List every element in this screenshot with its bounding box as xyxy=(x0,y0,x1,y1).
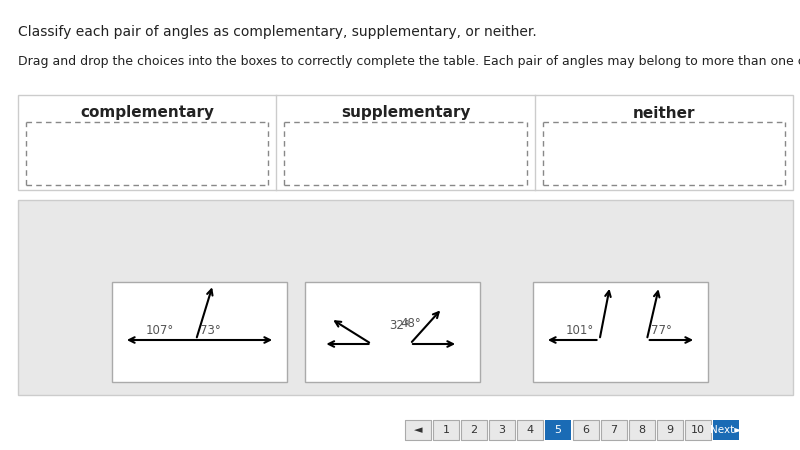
Text: 77°: 77° xyxy=(650,324,672,337)
Text: Drag and drop the choices into the boxes to correctly complete the table. Each p: Drag and drop the choices into the boxes… xyxy=(18,55,800,68)
Bar xyxy=(713,420,739,440)
Bar xyxy=(685,420,711,440)
Bar xyxy=(517,420,543,440)
Bar xyxy=(461,420,487,440)
Bar xyxy=(18,200,793,395)
Bar xyxy=(657,420,683,440)
Bar xyxy=(405,420,431,440)
Bar xyxy=(685,420,711,440)
Bar xyxy=(489,420,515,440)
Bar xyxy=(573,420,599,440)
Text: 73°: 73° xyxy=(200,324,221,337)
Text: 8: 8 xyxy=(638,425,646,435)
Bar xyxy=(461,420,487,440)
Text: Next►: Next► xyxy=(710,425,742,435)
Text: 4: 4 xyxy=(526,425,534,435)
Bar xyxy=(517,420,543,440)
Bar xyxy=(433,420,459,440)
Text: 32°: 32° xyxy=(390,319,410,332)
Text: 2: 2 xyxy=(470,425,478,435)
Text: supplementary: supplementary xyxy=(341,105,470,121)
Bar xyxy=(601,420,627,440)
Bar xyxy=(545,420,571,440)
Bar xyxy=(305,282,480,382)
Bar xyxy=(533,282,708,382)
Text: 10: 10 xyxy=(691,425,705,435)
Text: complementary: complementary xyxy=(80,105,214,121)
Bar xyxy=(433,420,459,440)
Bar xyxy=(657,420,683,440)
Bar xyxy=(112,282,287,382)
Text: 7: 7 xyxy=(610,425,618,435)
Text: Classify each pair of angles as complementary, supplementary, or neither.: Classify each pair of angles as compleme… xyxy=(18,25,537,39)
Bar xyxy=(405,420,431,440)
Bar xyxy=(629,420,655,440)
Text: 48°: 48° xyxy=(400,317,421,330)
Bar xyxy=(629,420,655,440)
Bar xyxy=(489,420,515,440)
Bar xyxy=(573,420,599,440)
Text: 6: 6 xyxy=(582,425,590,435)
Bar xyxy=(601,420,627,440)
Text: 101°: 101° xyxy=(566,324,594,337)
Text: ◄: ◄ xyxy=(414,425,422,435)
Text: neither: neither xyxy=(633,105,695,121)
Text: 5: 5 xyxy=(554,425,562,435)
Text: 9: 9 xyxy=(666,425,674,435)
Text: 3: 3 xyxy=(498,425,506,435)
Text: 107°: 107° xyxy=(146,324,174,337)
Text: 1: 1 xyxy=(442,425,450,435)
Bar xyxy=(18,95,793,190)
